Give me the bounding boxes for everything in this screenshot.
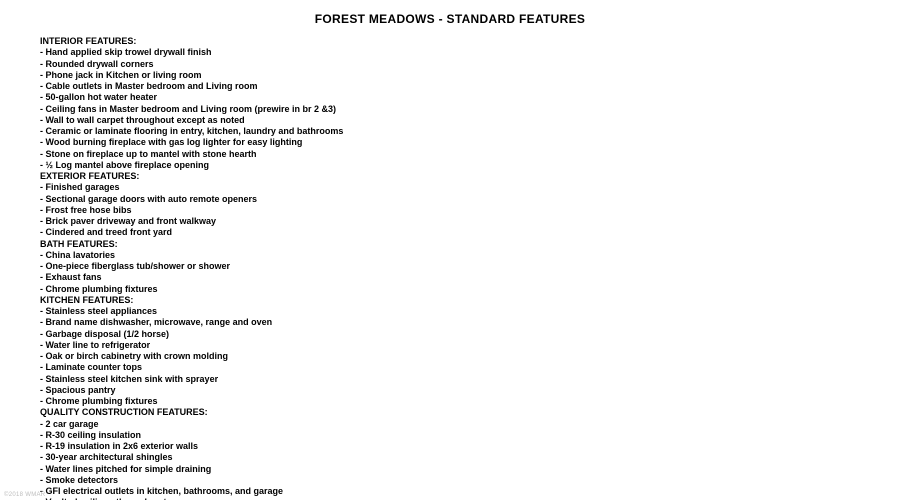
list-item: - 50-gallon hot water heater [40, 92, 860, 103]
list-item: - 30-year architectural shingles [40, 452, 860, 463]
list-item: - Brand name dishwasher, microwave, rang… [40, 317, 860, 328]
list-item: - 2 car garage [40, 419, 860, 430]
list-item: - Wall to wall carpet throughout except … [40, 115, 860, 126]
section-heading: QUALITY CONSTRUCTION FEATURES: [40, 407, 860, 418]
list-item: - Finished garages [40, 182, 860, 193]
list-item: - Oak or birch cabinetry with crown mold… [40, 351, 860, 362]
list-item: - Cable outlets in Master bedroom and Li… [40, 81, 860, 92]
list-item: - Water lines pitched for simple drainin… [40, 464, 860, 475]
list-item: - Spacious pantry [40, 385, 860, 396]
list-item: - Water line to refrigerator [40, 340, 860, 351]
list-item: - Frost free hose bibs [40, 205, 860, 216]
page-title: FOREST MEADOWS - STANDARD FEATURES [40, 12, 860, 26]
list-item: - Cindered and treed front yard [40, 227, 860, 238]
list-item: - Ceiling fans in Master bedroom and Liv… [40, 104, 860, 115]
list-item: - R-30 ceiling insulation [40, 430, 860, 441]
list-item: - Garbage disposal (1/2 horse) [40, 329, 860, 340]
list-item: - Exhaust fans [40, 272, 860, 283]
list-item: - Wood burning fireplace with gas log li… [40, 137, 860, 148]
list-item: - Chrome plumbing fixtures [40, 396, 860, 407]
list-item: - China lavatories [40, 250, 860, 261]
list-item: - Stainless steel kitchen sink with spra… [40, 374, 860, 385]
list-item: - R-19 insulation in 2x6 exterior walls [40, 441, 860, 452]
list-item: - Rounded drywall corners [40, 59, 860, 70]
list-item: - Chrome plumbing fixtures [40, 284, 860, 295]
watermark: ©2018 WMAR [4, 492, 45, 498]
section-heading: KITCHEN FEATURES: [40, 295, 860, 306]
document-page: FOREST MEADOWS - STANDARD FEATURES INTER… [0, 0, 900, 500]
list-item: - Hand applied skip trowel drywall finis… [40, 47, 860, 58]
list-item: - Stainless steel appliances [40, 306, 860, 317]
list-item: - One-piece fiberglass tub/shower or sho… [40, 261, 860, 272]
section-heading: INTERIOR FEATURES: [40, 36, 860, 47]
list-item: - Smoke detectors [40, 475, 860, 486]
section-heading: EXTERIOR FEATURES: [40, 171, 860, 182]
list-item: - GFI electrical outlets in kitchen, bat… [40, 486, 860, 497]
content-body: INTERIOR FEATURES:- Hand applied skip tr… [40, 36, 860, 500]
section-heading: BATH FEATURES: [40, 239, 860, 250]
list-item: - Sectional garage doors with auto remot… [40, 194, 860, 205]
list-item: - Phone jack in Kitchen or living room [40, 70, 860, 81]
list-item: - Brick paver driveway and front walkway [40, 216, 860, 227]
list-item: - Stone on fireplace up to mantel with s… [40, 149, 860, 160]
list-item: - ½ Log mantel above fireplace opening [40, 160, 860, 171]
list-item: - Laminate counter tops [40, 362, 860, 373]
list-item: - Ceramic or laminate flooring in entry,… [40, 126, 860, 137]
